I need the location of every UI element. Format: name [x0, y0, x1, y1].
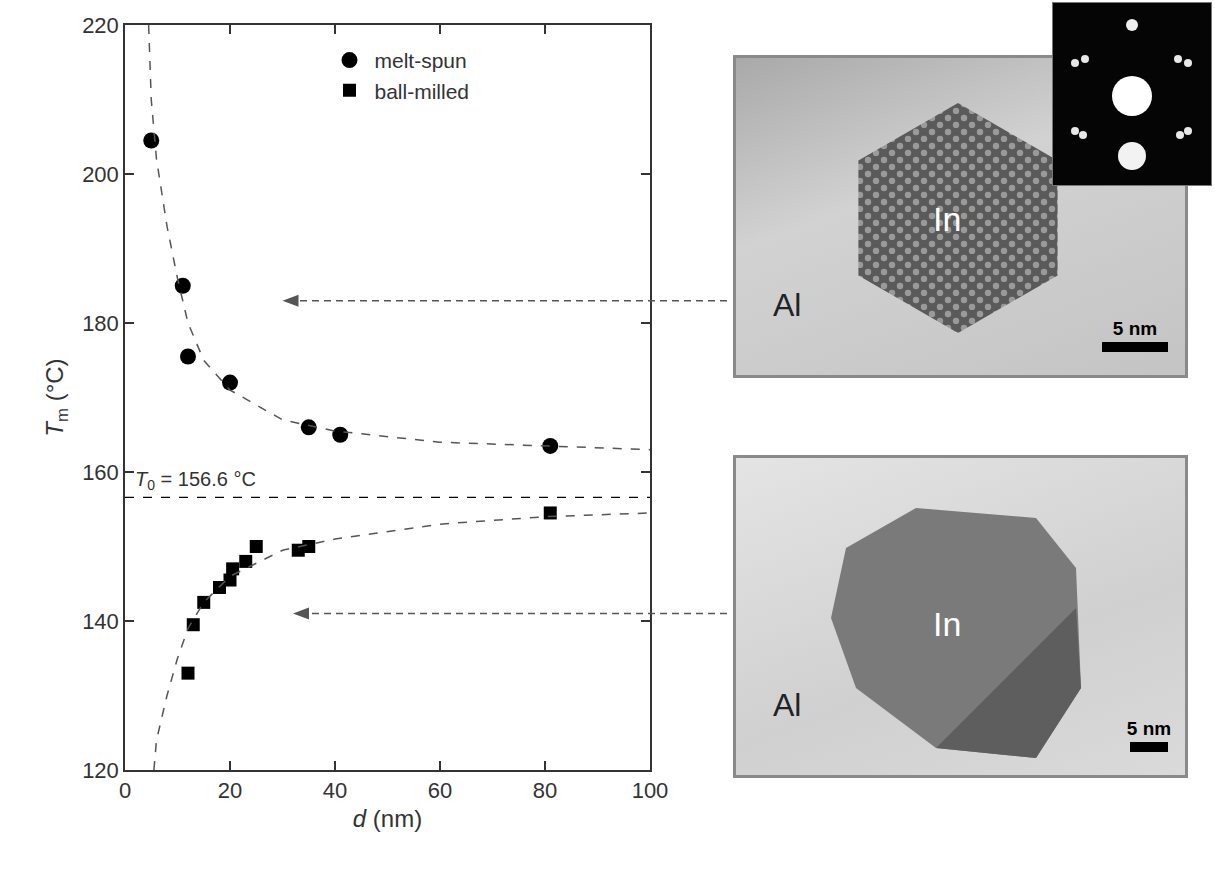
html-text:In: In: [933, 200, 962, 238]
html-text:Al: Al: [773, 687, 802, 723]
html-text:5 nm: 5 nm: [1126, 718, 1172, 739]
svg-text:100: 100: [632, 778, 669, 803]
svg-text:20: 20: [218, 778, 242, 803]
svg-text:40: 40: [323, 778, 347, 803]
svg-text:120: 120: [82, 758, 119, 783]
html-text:Al: Al: [773, 287, 802, 323]
svg-text:220: 220: [82, 13, 119, 38]
svg-text:80: 80: [533, 778, 557, 803]
svg-text:200: 200: [82, 162, 119, 187]
svg-text:ball-milled: ball-milled: [375, 80, 470, 103]
svg-text:d (nm): d (nm): [353, 805, 422, 832]
svg-text:160: 160: [82, 460, 119, 485]
svg-text:T​0​ = 156.6 °C: T​0​ = 156.6 °C: [135, 468, 256, 493]
svg-text:T​m​ (°C): T​m​ (°C): [41, 358, 72, 436]
svg-text:melt-spun: melt-spun: [375, 49, 467, 72]
svg-text:60: 60: [428, 778, 452, 803]
svg-text:140: 140: [82, 609, 119, 634]
svg-text:180: 180: [82, 311, 119, 336]
svg-text:0: 0: [119, 778, 131, 803]
html-text:In: In: [933, 605, 962, 643]
html-text:5 nm: 5 nm: [1112, 318, 1158, 339]
